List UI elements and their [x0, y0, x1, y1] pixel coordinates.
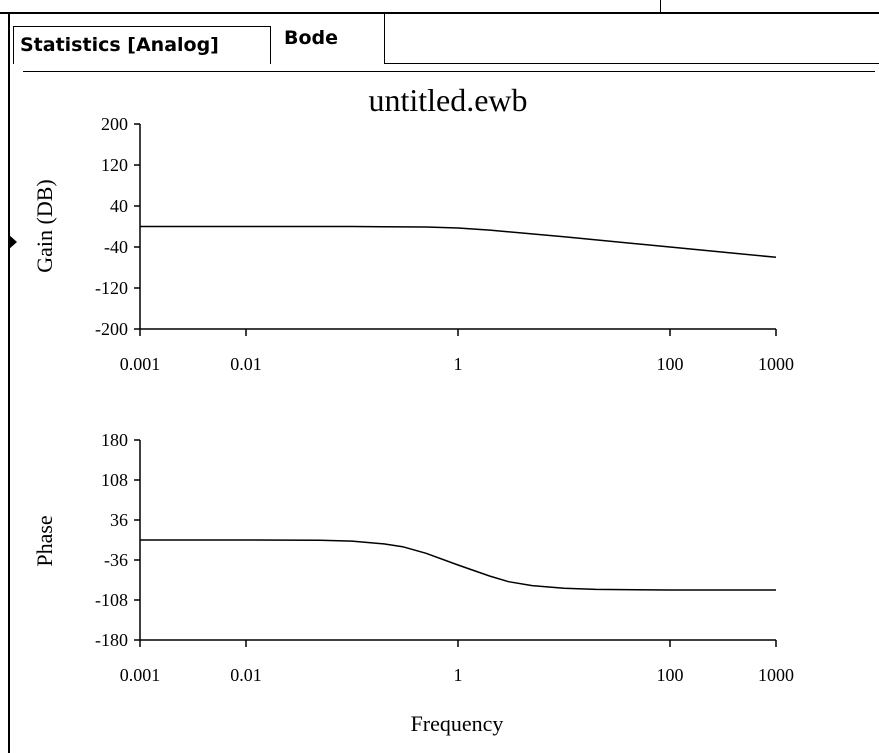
gain-y-axis-label: Gain (DB) [32, 179, 57, 272]
frequency-x-axis-label: Frequency [411, 711, 504, 736]
window-left-border [8, 12, 10, 753]
tab-divider [384, 14, 385, 64]
phase-y-axis-label: Phase [32, 515, 57, 566]
top-divider [660, 0, 661, 14]
y-tick-label: -36 [104, 550, 128, 570]
y-tick-label: -200 [95, 319, 128, 339]
series-line [140, 225, 777, 259]
y-tick-label: -108 [95, 590, 128, 610]
y-tick-label: 120 [101, 155, 128, 175]
tab-bode[interactable]: Bode [284, 27, 339, 49]
tab-strip-line [384, 63, 879, 64]
y-tick-label: 40 [110, 196, 128, 216]
y-tick-label: -180 [95, 630, 128, 650]
y-tick-label: -40 [104, 237, 128, 257]
y-tick-label: 108 [101, 470, 128, 490]
x-tick-label: 1 [454, 354, 463, 374]
y-tick-label: 200 [101, 114, 128, 134]
x-tick-label: 0.001 [120, 665, 161, 685]
x-tick-label: 1 [454, 665, 463, 685]
tab-statistics-analog[interactable]: Statistics [Analog] [13, 26, 271, 64]
x-tick-label: 100 [657, 665, 684, 685]
x-tick-label: 0.001 [120, 354, 161, 374]
x-tick-label: 1000 [758, 354, 794, 374]
gain-plot: untitled.ewb Gain (DB) 200 120 40 -40 -120 -2… [32, 82, 794, 374]
y-tick-label: -120 [95, 278, 128, 298]
series-line [140, 539, 776, 591]
y-tick-label: 36 [110, 510, 128, 530]
x-tick-label: 0.01 [230, 665, 262, 685]
pointer-icon [8, 234, 17, 250]
window-top-border [0, 12, 879, 14]
chart-title: untitled.ewb [368, 82, 527, 118]
x-tick-label: 1000 [758, 665, 794, 685]
phase-plot: Phase Frequency 180 108 36 -36 -108 -180 0.001… [32, 430, 794, 736]
x-tick-label: 0.01 [230, 354, 262, 374]
y-tick-label: 180 [101, 430, 128, 450]
content-top-rule [23, 71, 875, 72]
x-tick-label: 100 [657, 354, 684, 374]
